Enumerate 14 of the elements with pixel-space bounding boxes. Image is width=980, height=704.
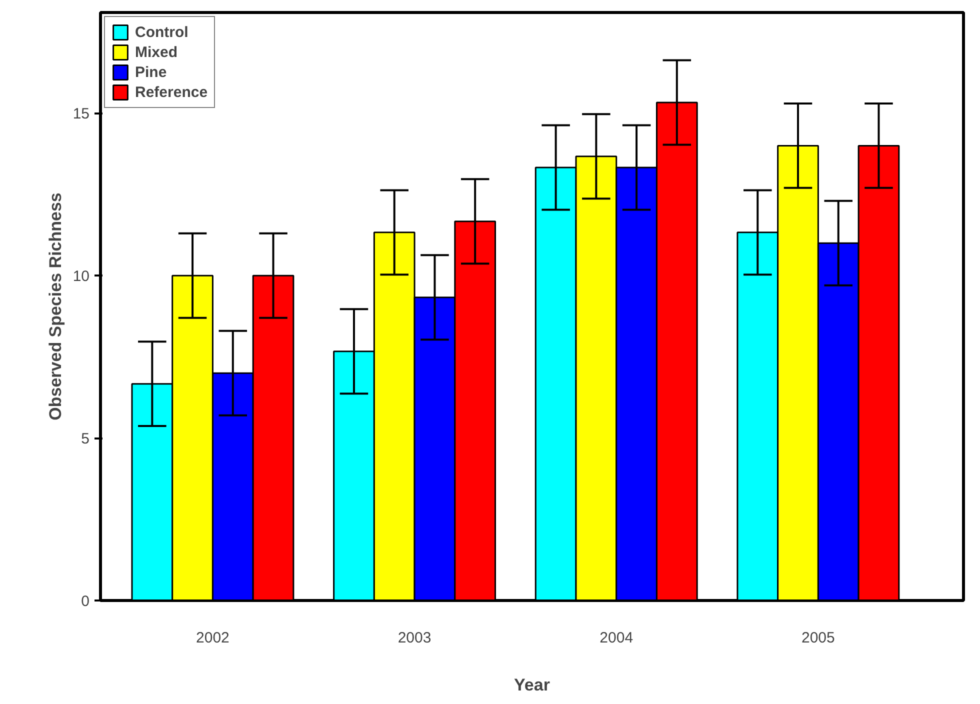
- y-axis-title: Observed Species Richness: [46, 192, 65, 420]
- x-axis-title: Year: [514, 676, 550, 694]
- legend-label: Mixed: [135, 44, 178, 60]
- legend-label: Control: [135, 24, 188, 40]
- y-tick-label: 5: [81, 430, 90, 448]
- x-tick-label: 2002: [196, 630, 230, 646]
- x-tick-label: 2004: [600, 630, 634, 646]
- x-tick-label: 2005: [802, 630, 835, 646]
- y-tick-label: 0: [81, 593, 90, 610]
- legend-label: Reference: [135, 84, 208, 100]
- legend-label: Pine: [135, 64, 167, 80]
- y-tick-label: 15: [72, 106, 90, 123]
- x-tick-label: 2003: [398, 630, 432, 646]
- y-tick-label: 10: [72, 268, 90, 286]
